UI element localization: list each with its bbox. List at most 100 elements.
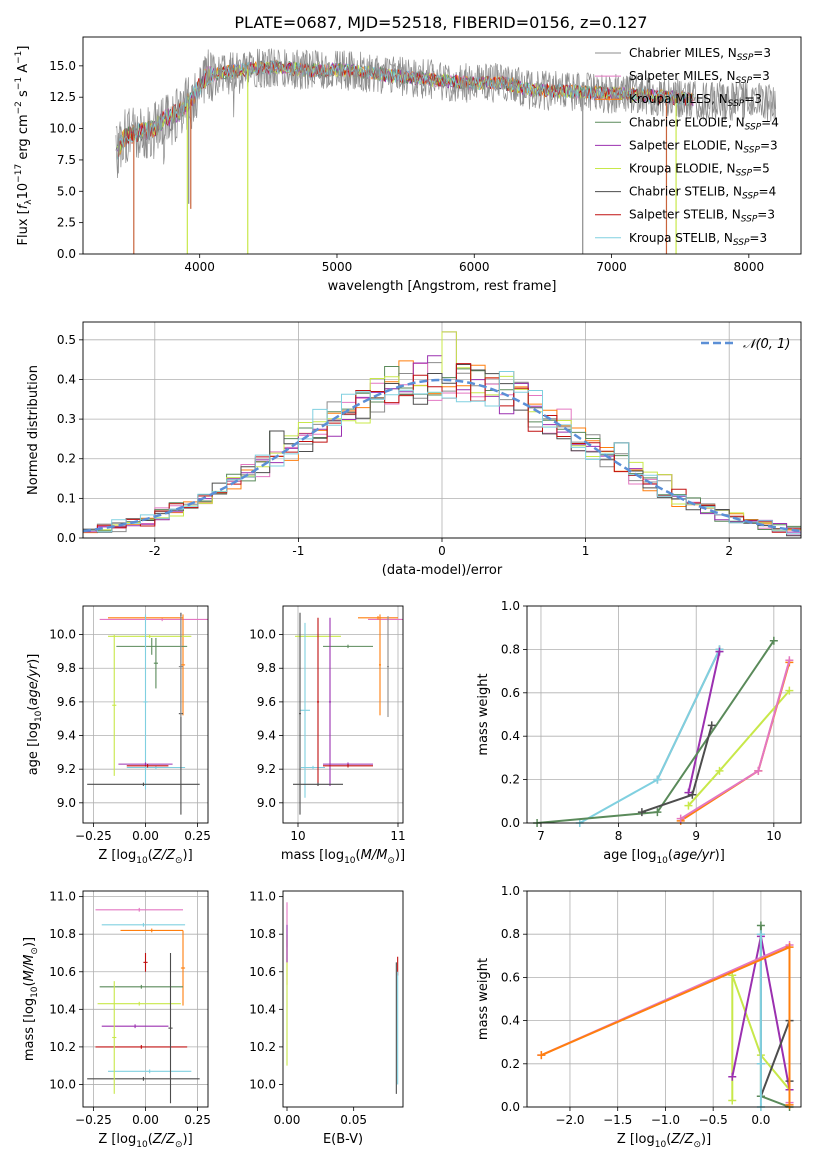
mass-weight-marker xyxy=(769,636,778,645)
y-tick-label: 5.0 xyxy=(57,184,76,198)
legend-nssp-equals: = xyxy=(752,162,762,176)
mass-weight-marker xyxy=(754,766,763,775)
legend-nssp-prefix: , N xyxy=(716,231,733,245)
mass-weight-marker xyxy=(537,1051,546,1060)
x-tick-label: 10 xyxy=(766,829,781,843)
legend-nssp-subscript: SSP xyxy=(742,192,759,202)
legend-entry: Salpeter MILES, NSSP=3 xyxy=(629,69,770,86)
y-tick-label: 9.4 xyxy=(57,729,76,743)
legend-nssp-subscript: SSP xyxy=(736,76,753,86)
y-tick-label: 10.0 xyxy=(249,628,276,642)
y-tick-label: 9.2 xyxy=(57,762,76,776)
legend-nssp-value: 3 xyxy=(767,208,775,222)
x-tick-label: 0.25 xyxy=(184,1113,211,1127)
legend-nssp-prefix: , N xyxy=(727,138,744,152)
histogram-step xyxy=(83,331,801,532)
legend-entry: Kroupa MILES, NSSP=3 xyxy=(629,92,762,109)
x-axis-label: mass [log10(M/M⊙)] xyxy=(281,848,405,866)
mass-weight-line xyxy=(537,640,775,823)
residual-histogram-panel: -2 -1 0 1 2 0.0 0.1 0.2 0.3 0.4 0.5 (data-model)/er… xyxy=(26,321,802,578)
y-tick-label: 0.3 xyxy=(57,412,76,426)
mass-weight-marker xyxy=(756,1059,765,1068)
x-tick-label: 5000 xyxy=(322,260,353,274)
age-vs-mass-panel: 10 11 9.0 9.2 9.4 9.6 9.8 10.0 mass [log10(M/M⊙)… xyxy=(249,605,406,866)
y-tick-label: 9.4 xyxy=(257,729,276,743)
legend-nssp-prefix: , N xyxy=(719,162,736,176)
spectrum-panel: 4000 5000 6000 7000 8000 0.0 2.5 5.0 7.5 10.0 12.5… xyxy=(14,36,802,294)
figure-title: PLATE=0687, MJD=52518, FIBERID=0156, z=0… xyxy=(234,13,647,32)
x-tick-label: 6000 xyxy=(459,260,490,274)
axes-frame xyxy=(82,890,209,1108)
histogram-step xyxy=(83,371,801,535)
legend-entry: Salpeter STELIB, NSSP=3 xyxy=(629,208,775,225)
y-axis-label: mass weight xyxy=(476,673,491,755)
x-axis-label: age [log10(age/yr)] xyxy=(603,848,725,866)
legend-nssp-prefix: , N xyxy=(719,69,736,83)
x-tick-label: 0.05 xyxy=(340,1113,367,1127)
x-tick-label: −2.0 xyxy=(555,1113,584,1127)
x-tick-label: 2 xyxy=(725,544,733,558)
legend-nssp-value: 3 xyxy=(759,231,767,245)
x-tick-label: −0.25 xyxy=(75,829,112,843)
x-axis-label: wavelength [Angstrom, rest frame] xyxy=(328,279,557,294)
legend-entry: Salpeter ELODIE, NSSP=3 xyxy=(629,138,778,155)
x-tick-label: 8 xyxy=(615,829,623,843)
legend-entry: Chabrier ELODIE, NSSP=4 xyxy=(629,115,779,132)
y-tick-label: 0.4 xyxy=(501,729,520,743)
y-tick-label: 0.5 xyxy=(57,333,76,347)
x-tick-label: 4000 xyxy=(184,260,215,274)
mass-weight-marker xyxy=(637,808,646,817)
y-tick-label: 0.4 xyxy=(501,1014,520,1028)
y-tick-label: 0.2 xyxy=(57,452,76,466)
y-tick-label: 10.4 xyxy=(49,1002,76,1016)
mass-weight-marker xyxy=(756,921,765,930)
x-tick-label: 1 xyxy=(582,544,590,558)
legend-nssp-equals: = xyxy=(760,138,770,152)
y-tick-label: 12.5 xyxy=(49,90,76,104)
legend-model-name: Salpeter STELIB xyxy=(629,208,724,222)
normal-reference-curve xyxy=(83,378,801,533)
legend-nssp-equals: = xyxy=(749,231,759,245)
legend-entry: Chabrier STELIB, NSSP=4 xyxy=(629,185,776,202)
legend-nssp-subscript: SSP xyxy=(733,238,750,248)
y-tick-label: 10.6 xyxy=(249,965,276,979)
y-tick-label: 9.8 xyxy=(257,661,276,675)
legend-entry: Kroupa STELIB, NSSP=3 xyxy=(629,231,767,248)
legend-nssp-prefix: , N xyxy=(728,115,745,129)
x-tick-label: 11 xyxy=(390,829,405,843)
mass-weight-marker xyxy=(715,647,724,656)
y-tick-label: 9.0 xyxy=(57,796,76,810)
legend-nssp-value: 3 xyxy=(754,92,762,106)
y-tick-label: 7.5 xyxy=(57,153,76,167)
legend-entry: 𝒩(0, 1) xyxy=(743,337,790,352)
legend-nssp-value: 5 xyxy=(762,162,770,176)
mass-weight-marker xyxy=(653,775,662,784)
mass-weight-line xyxy=(687,651,721,793)
x-axis-label: (data-model)/error xyxy=(382,563,503,578)
x-tick-label: −1.0 xyxy=(651,1113,680,1127)
y-tick-label: 1.0 xyxy=(501,884,520,898)
x-tick-label: −1.5 xyxy=(603,1113,632,1127)
x-tick-label: 10 xyxy=(290,829,305,843)
legend-model-name: Chabrier STELIB xyxy=(629,185,725,199)
y-tick-label: 11.0 xyxy=(49,890,76,904)
mass-weight-marker xyxy=(676,814,685,823)
legend-nssp-value: 3 xyxy=(763,46,771,60)
legend-nssp-value: 4 xyxy=(769,185,777,199)
y-tick-label: 15.0 xyxy=(49,59,76,73)
legend-entry: Chabrier MILES, NSSP=3 xyxy=(629,46,771,63)
y-tick-label: 10.0 xyxy=(249,1077,276,1091)
legend-nssp-value: 3 xyxy=(770,138,778,152)
spectrum-line xyxy=(115,48,777,179)
legend-nssp-subscript: SSP xyxy=(728,99,745,109)
legend-nssp-subscript: SSP xyxy=(745,122,762,132)
mass-weight-marker xyxy=(688,790,697,799)
spectrum-line xyxy=(115,49,777,174)
legend-entry: Kroupa ELODIE, NSSP=5 xyxy=(629,162,770,179)
y-tick-label: 10.0 xyxy=(49,628,76,642)
y-tick-label: 10.2 xyxy=(49,1040,76,1054)
y-axis-label: Flux [fλ10−17 erg cm−2 s−1 A−1] xyxy=(14,46,34,246)
mass-weight-marker xyxy=(785,1100,794,1109)
legend-model-name: Chabrier ELODIE xyxy=(629,115,728,129)
legend-nssp-subscript: SSP xyxy=(741,215,758,225)
